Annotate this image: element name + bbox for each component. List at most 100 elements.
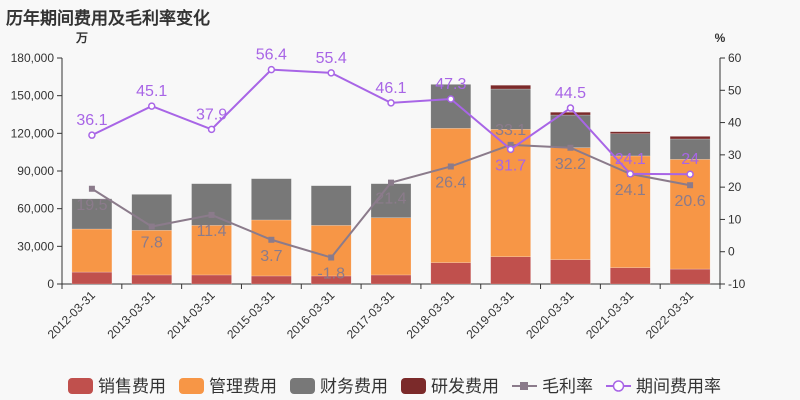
point-期间费用率 [566, 104, 575, 112]
legend-label-销售费用: 销售费用 [98, 377, 166, 396]
point-毛利率 [148, 223, 155, 230]
bar-管理费用 [251, 219, 292, 277]
data-label-期间费用率: 24 [681, 151, 699, 168]
right-tick-label: 60 [728, 51, 742, 65]
data-label-期间费用率: 45.1 [136, 83, 167, 100]
point-期间费用率 [387, 99, 395, 107]
data-label-期间费用率: 31.7 [495, 157, 526, 174]
left-tick-label: 180,000 [11, 51, 55, 65]
point-毛利率 [328, 254, 335, 261]
x-tick-label: 2014-03-31 [164, 288, 218, 342]
left-tick-label: 0 [47, 277, 54, 291]
data-label-期间费用率: 56.4 [256, 47, 287, 64]
data-label-毛利率: 21.4 [375, 191, 406, 208]
right-tick-label: 10 [728, 212, 742, 226]
bar-财务费用 [191, 183, 232, 226]
right-tick-label: 50 [728, 83, 742, 97]
point-期间费用率 [506, 145, 515, 154]
legend-swatch-财务费用 [290, 378, 315, 394]
legend-swatch-研发费用 [401, 378, 426, 394]
bar-销售费用 [669, 268, 711, 285]
data-label-毛利率: 24.1 [615, 182, 646, 199]
data-label-期间费用率: 55.4 [316, 50, 347, 67]
point-期间费用率 [207, 125, 216, 134]
legend-label-期间费用率: 期间费用率 [636, 377, 721, 396]
point-毛利率 [208, 211, 215, 218]
data-label-毛利率: 11.4 [197, 223, 227, 240]
data-label-期间费用率: 46.1 [375, 80, 406, 97]
left-tick-label: 60,000 [17, 202, 54, 216]
bar-管理费用 [370, 217, 412, 276]
bar-管理费用 [430, 128, 472, 263]
bar-管理费用 [310, 225, 352, 277]
left-tick-label: 120,000 [11, 126, 55, 140]
legend-label-研发费用: 研发费用 [431, 377, 499, 396]
right-tick-label: 30 [728, 148, 742, 162]
point-毛利率 [567, 144, 574, 151]
bar-研发费用 [669, 136, 711, 140]
legend-label-财务费用: 财务费用 [320, 377, 388, 396]
point-期间费用率 [267, 65, 276, 74]
bar-管理费用 [550, 147, 591, 260]
left-axis-unit: 万 [75, 31, 88, 45]
data-label-毛利率: 19.5 [76, 197, 107, 214]
legend-marker-毛利率 [520, 382, 528, 390]
bar-管理费用 [131, 230, 172, 276]
x-tick-label: 2018-03-31 [404, 288, 458, 342]
right-tick-label: 20 [728, 180, 742, 194]
point-期间费用率 [147, 102, 156, 110]
data-label-毛利率: 7.8 [141, 235, 163, 252]
point-毛利率 [388, 179, 394, 186]
bar-财务费用 [490, 88, 531, 130]
data-label-期间费用率: 36.1 [76, 112, 107, 129]
data-label-期间费用率: 37.9 [196, 106, 227, 123]
data-label-毛利率: 3.7 [260, 248, 282, 265]
legend-label-管理费用: 管理费用 [209, 377, 277, 396]
bar-销售费用 [191, 274, 232, 285]
point-毛利率 [268, 236, 275, 243]
data-label-毛利率: 26.4 [435, 174, 466, 191]
bar-销售费用 [251, 275, 292, 285]
x-tick-label: 2020-03-31 [523, 288, 577, 342]
right-axis-unit: % [715, 31, 726, 45]
bar-销售费用 [71, 271, 113, 285]
bar-销售费用 [550, 259, 591, 285]
bar-财务费用 [430, 84, 472, 129]
data-label-毛利率: -1.8 [317, 266, 345, 283]
left-tick-label: 150,000 [11, 89, 55, 103]
bar-财务费用 [310, 185, 352, 226]
point-毛利率 [687, 182, 694, 189]
point-期间费用率 [327, 69, 335, 77]
bar-销售费用 [131, 274, 172, 285]
point-期间费用率 [447, 95, 455, 103]
data-label-期间费用率: 44.5 [555, 85, 586, 102]
data-label-毛利率: 20.6 [675, 193, 706, 210]
bar-研发费用 [550, 111, 591, 116]
point-毛利率 [88, 185, 95, 192]
data-label-毛利率: 33.1 [495, 122, 526, 139]
bar-研发费用 [610, 131, 651, 134]
bar-销售费用 [490, 256, 531, 285]
legend-swatch-管理费用 [179, 378, 204, 394]
point-期间费用率 [686, 170, 694, 178]
data-label-期间费用率: 47.3 [435, 76, 466, 93]
bar-财务费用 [550, 114, 591, 148]
bar-研发费用 [490, 84, 531, 90]
bar-财务费用 [251, 178, 292, 221]
data-label-毛利率: 32.2 [555, 156, 586, 173]
bar-销售费用 [370, 274, 412, 285]
x-tick-label: 2019-03-31 [463, 288, 517, 342]
left-tick-label: 30,000 [17, 239, 54, 253]
right-tick-label: 40 [728, 116, 742, 130]
bar-管理费用 [71, 228, 113, 273]
legend-label-毛利率: 毛利率 [542, 377, 593, 396]
chart-title: 历年期间费用及毛利率变化 [6, 9, 210, 28]
x-tick-label: 2022-03-31 [643, 288, 697, 342]
x-tick-label: 2015-03-31 [224, 288, 278, 342]
bar-销售费用 [430, 262, 472, 285]
legend-marker-期间费用率 [612, 380, 625, 392]
right-tick-label: 0 [728, 245, 735, 259]
point-毛利率 [447, 163, 454, 170]
